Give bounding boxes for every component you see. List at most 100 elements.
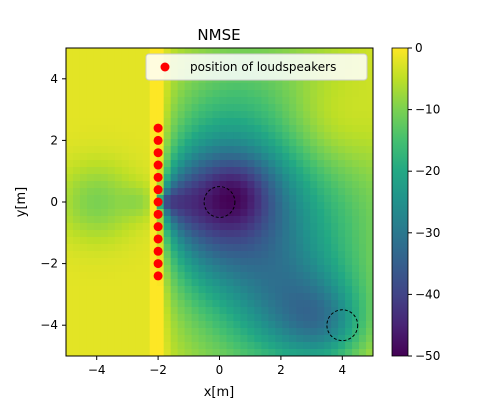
heatmap-cell <box>261 83 269 91</box>
heatmap-cell <box>345 139 353 147</box>
heatmap-cell <box>107 321 116 329</box>
heatmap-cell <box>79 286 88 294</box>
colorbar-tick-label: −30 <box>415 226 440 240</box>
heatmap-cell <box>79 132 88 140</box>
heatmap-cell <box>352 293 360 301</box>
colorbar-tick-label: −50 <box>415 349 440 363</box>
heatmap-cell <box>331 146 339 154</box>
heatmap-cell <box>268 279 276 287</box>
heatmap-cell <box>240 160 249 168</box>
heatmap-cell <box>121 272 130 280</box>
heatmap-cell <box>79 279 88 287</box>
heatmap-cell <box>352 216 360 224</box>
heatmap-cell <box>142 153 151 161</box>
heatmap-cell <box>282 279 290 287</box>
heatmap-cell <box>212 111 221 119</box>
heatmap-cell <box>296 209 304 217</box>
heatmap-cell <box>135 230 144 238</box>
heatmap-cell <box>114 265 123 273</box>
heatmap-cell <box>324 300 332 308</box>
heatmap-cell <box>170 146 179 154</box>
heatmap-cell <box>359 335 367 343</box>
heatmap-cell <box>254 342 262 350</box>
heatmap-cell <box>121 132 130 140</box>
heatmap-cell <box>359 293 367 301</box>
heatmap-cell <box>247 111 255 119</box>
heatmap-cell <box>331 111 339 119</box>
heatmap-cell <box>184 237 193 245</box>
heatmap-cell <box>345 307 353 315</box>
heatmap-cell <box>345 97 353 105</box>
heatmap-cell <box>184 349 193 356</box>
heatmap-cell <box>310 286 318 294</box>
heatmap-cell <box>114 300 123 308</box>
heatmap-cell <box>107 223 116 231</box>
heatmap-cell <box>79 293 88 301</box>
heatmap-cell <box>240 279 249 287</box>
heatmap-cell <box>66 55 74 63</box>
heatmap-cell <box>310 48 318 56</box>
heatmap-cell <box>142 174 151 182</box>
heatmap-cell <box>289 209 297 217</box>
heatmap-cell <box>163 244 172 252</box>
heatmap-cell <box>219 244 228 252</box>
heatmap-cell <box>226 300 235 308</box>
heatmap-cell <box>170 293 179 301</box>
heatmap-cell <box>121 125 130 133</box>
heatmap-cell <box>66 111 74 119</box>
heatmap-cell <box>233 258 242 266</box>
heatmap-cell <box>268 272 276 280</box>
heatmap-cell <box>114 244 123 252</box>
heatmap-cell <box>268 237 276 245</box>
heatmap-cell <box>205 83 214 91</box>
heatmap-cell <box>352 251 360 259</box>
heatmap-cell <box>366 69 373 77</box>
heatmap-cell <box>128 97 137 105</box>
heatmap-cell <box>163 237 172 245</box>
heatmap-cell <box>128 62 137 70</box>
heatmap-cell <box>184 230 193 238</box>
heatmap-cell <box>366 132 373 140</box>
heatmap-cell <box>261 237 269 245</box>
heatmap-cell <box>233 83 242 91</box>
heatmap-cell <box>359 111 367 119</box>
heatmap-cell <box>324 97 332 105</box>
heatmap-cell <box>198 146 207 154</box>
heatmap-cell <box>184 307 193 315</box>
heatmap-cell <box>72 328 81 336</box>
heatmap-cell <box>366 314 373 322</box>
heatmap-cell <box>303 244 311 252</box>
heatmap-cell <box>170 209 179 217</box>
heatmap-cell <box>72 104 81 112</box>
heatmap-cell <box>128 188 137 196</box>
heatmap-cell <box>163 314 172 322</box>
heatmap-cell <box>359 300 367 308</box>
heatmap-cell <box>100 167 109 175</box>
heatmap-cell <box>121 342 130 350</box>
heatmap-cell <box>261 272 269 280</box>
heatmap-cell <box>79 223 88 231</box>
heatmap-cell <box>184 146 193 154</box>
heatmap-cell <box>289 286 297 294</box>
heatmap-cell <box>233 146 242 154</box>
heatmap-cell <box>352 230 360 238</box>
heatmap-cell <box>177 188 186 196</box>
heatmap-cell <box>121 55 130 63</box>
heatmap-cell <box>338 202 346 210</box>
heatmap-cell <box>93 167 102 175</box>
heatmap-cell <box>359 153 367 161</box>
heatmap-cell <box>240 314 249 322</box>
heatmap-cell <box>79 62 88 70</box>
heatmap-cell <box>121 104 130 112</box>
heatmap-cell <box>93 76 102 84</box>
heatmap-cell <box>240 202 249 210</box>
loudspeaker-point <box>153 172 163 182</box>
heatmap-cell <box>100 62 109 70</box>
heatmap-cell <box>121 335 130 343</box>
heatmap-cell <box>352 160 360 168</box>
heatmap-cell <box>86 209 95 217</box>
heatmap-cell <box>275 349 283 356</box>
heatmap-cell <box>79 90 88 98</box>
heatmap-cell <box>282 328 290 336</box>
heatmap-cell <box>324 153 332 161</box>
